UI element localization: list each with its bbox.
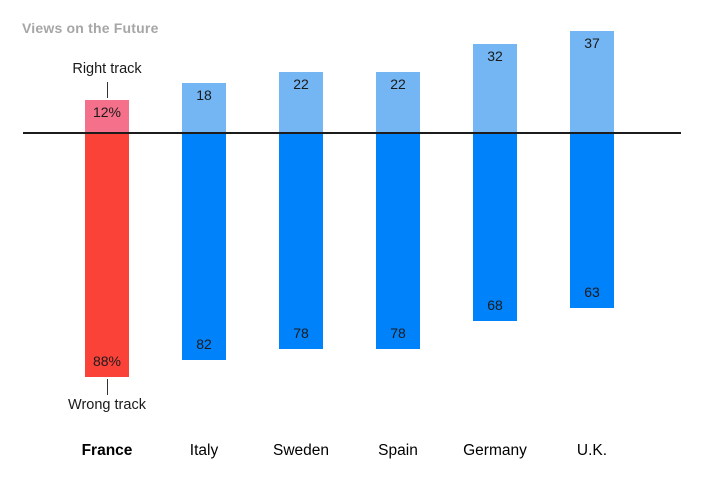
value-label-wrong-track: 68	[487, 297, 503, 313]
right-track-label: Right track	[72, 61, 142, 77]
value-label-wrong-track: 78	[390, 325, 406, 341]
value-label-right-track: 22	[390, 76, 406, 92]
bar-wrong-track	[85, 133, 129, 377]
bar-right-track	[376, 72, 420, 133]
baseline-axis	[23, 132, 681, 134]
bar-right-track	[473, 44, 517, 133]
category-label: U.K.	[576, 442, 608, 459]
value-label-right-track: 18	[196, 87, 212, 103]
category-label: Germany	[463, 442, 527, 459]
category-label: Italy	[189, 442, 219, 459]
value-label-wrong-track: 78	[293, 325, 309, 341]
category-label: France	[81, 442, 133, 459]
bar-right-track	[279, 72, 323, 133]
bar-wrong-track	[376, 133, 420, 349]
value-label-right-track: 37	[584, 35, 600, 51]
category-label: Sweden	[272, 442, 330, 459]
value-label-wrong-track: 88%	[92, 353, 122, 369]
wrong-track-connector-line	[107, 379, 108, 395]
bar-right-track	[570, 31, 614, 133]
bar-wrong-track	[570, 133, 614, 308]
bar-right-track	[85, 100, 129, 133]
bar-right-track	[182, 83, 226, 133]
wrong-track-label: Wrong track	[68, 397, 146, 413]
category-label: Spain	[378, 442, 418, 459]
value-label-right-track: 22	[293, 76, 309, 92]
bar-wrong-track	[279, 133, 323, 349]
bar-wrong-track	[182, 133, 226, 360]
bar-wrong-track	[473, 133, 517, 321]
value-label-wrong-track: 63	[584, 284, 600, 300]
right-track-connector-line	[107, 82, 108, 98]
chart-title: Views on the Future	[22, 20, 159, 36]
value-label-right-track: 32	[487, 48, 503, 64]
value-label-right-track: 12%	[92, 104, 122, 120]
value-label-wrong-track: 82	[196, 336, 212, 352]
